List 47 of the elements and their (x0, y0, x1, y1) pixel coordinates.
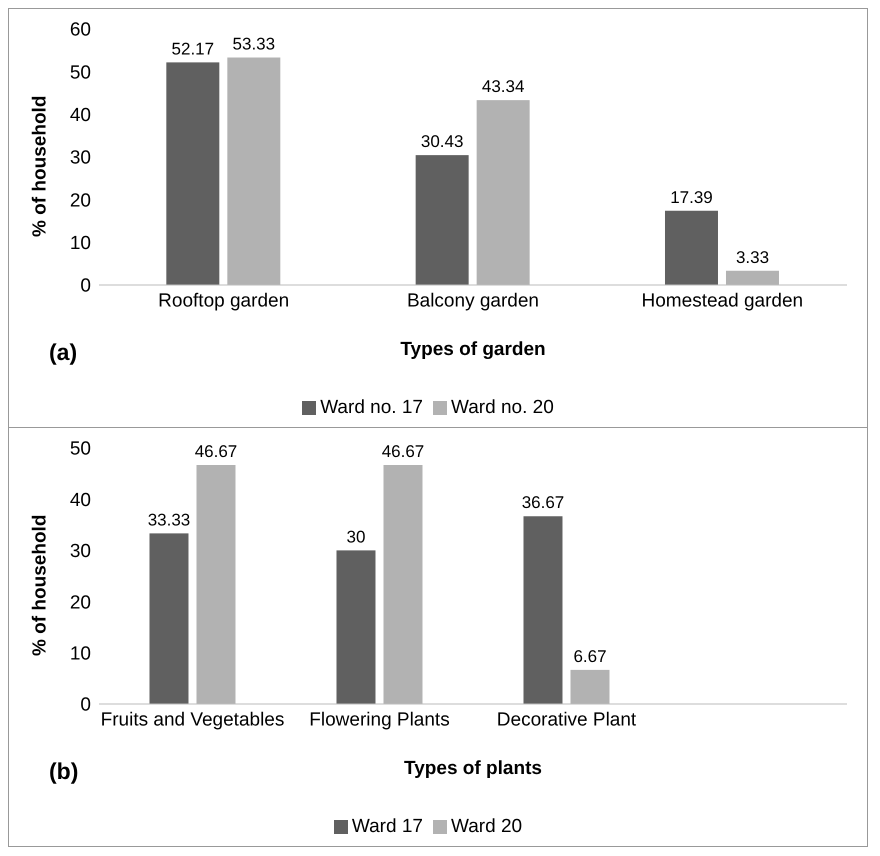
x-tick-label: Decorative Plant (496, 709, 637, 730)
data-label: 30 (346, 527, 366, 546)
y-tick-label: 0 (80, 694, 91, 716)
data-label: 46.67 (382, 442, 424, 462)
y-tick-label: 30 (70, 148, 91, 169)
x-tick-label: Rooftop garden (158, 290, 290, 312)
x-axis-title: Types of garden (400, 339, 546, 360)
data-label: 53.33 (232, 34, 276, 54)
bar (416, 155, 469, 285)
data-label: 43.34 (482, 77, 524, 96)
data-label: 33.33 (148, 510, 190, 530)
legend-label: Ward no. 17 (320, 397, 423, 418)
y-tick-label: 50 (70, 438, 91, 460)
data-label: 17.39 (670, 188, 713, 207)
y-axis-title: % of household (30, 514, 51, 656)
bar (149, 533, 188, 704)
bar (166, 62, 220, 285)
x-tick-label: Homestead garden (642, 290, 804, 312)
bar (523, 516, 562, 704)
text: (b) (49, 758, 78, 785)
y-tick-label: 0 (80, 276, 91, 297)
data-label: 6.67 (573, 646, 607, 666)
bar (664, 210, 718, 285)
data-label: 52.17 (172, 39, 214, 58)
data-label: 36.67 (522, 493, 564, 512)
y-tick-label: 60 (70, 20, 91, 41)
y-tick-label: 20 (70, 190, 91, 212)
legend-label: Ward 20 (451, 816, 522, 837)
x-tick-label: Fruits and Vegetables (100, 709, 284, 730)
text: (a) (49, 339, 78, 366)
y-tick-label: 40 (70, 490, 91, 511)
legend-label: Ward 17 (352, 816, 423, 837)
y-tick-label: 10 (70, 644, 91, 665)
x-tick-label: Flowering Plants (309, 709, 450, 730)
y-tick-label: 10 (70, 233, 91, 254)
data-label: 46.67 (194, 442, 238, 462)
legend-label: Ward no. 20 (451, 397, 554, 418)
bar (336, 550, 376, 704)
x-axis-title: Types of plants (404, 758, 542, 779)
x-tick-label: Balcony garden (406, 290, 540, 312)
data-label: 3.33 (736, 248, 770, 267)
y-tick-label: 40 (70, 105, 91, 126)
y-axis-title: % of household (30, 96, 51, 237)
data-label: 30.43 (420, 132, 464, 152)
y-tick-label: 30 (70, 541, 91, 562)
y-tick-label: 50 (70, 62, 91, 84)
y-tick-label: 20 (70, 592, 91, 614)
